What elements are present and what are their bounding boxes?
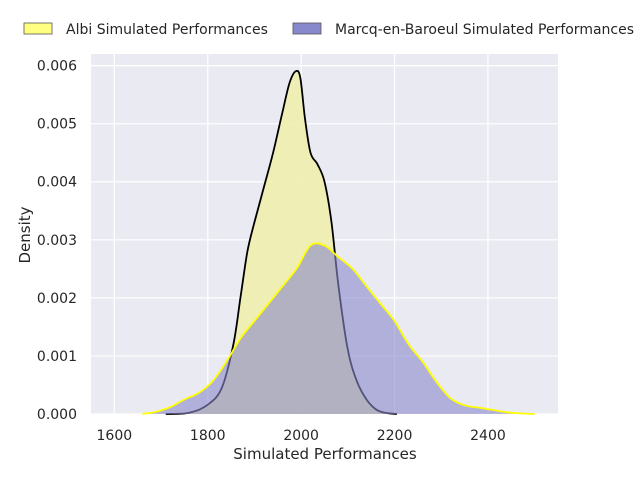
y-axis-label: Density — [16, 206, 34, 263]
legend-label-1: Marcq-en-Baroeul Simulated Performances — [335, 22, 634, 38]
x-axis-label: Simulated Performances — [233, 445, 417, 463]
density-areas — [142, 69, 535, 415]
legend: Albi Simulated Performances Marcq-en-Baro… — [23, 22, 634, 38]
y-tick-label: 0.004 — [37, 175, 77, 191]
x-tick-label: 2000 — [283, 428, 319, 444]
x-tick-label: 1800 — [190, 428, 226, 444]
legend-swatch-1 — [292, 22, 322, 35]
y-tick-label: 0.002 — [37, 291, 77, 307]
y-tick-label: 0.003 — [37, 233, 77, 249]
legend-label-0: Albi Simulated Performances — [66, 22, 268, 38]
x-tick-label: 2400 — [470, 428, 506, 444]
y-tick-label: 0.005 — [37, 117, 77, 133]
x-tick-label: 2200 — [377, 428, 413, 444]
series-1-area — [142, 243, 535, 414]
y-axis-ticks: 0.000 0.001 0.002 0.003 0.004 0.005 0.006 — [37, 59, 77, 423]
legend-swatch-0 — [23, 22, 53, 35]
series-1-line — [142, 242, 535, 415]
y-tick-label: 0.006 — [37, 59, 77, 75]
x-axis-ticks: 1600 1800 2000 2200 2400 — [97, 428, 506, 444]
y-tick-label: 0.000 — [37, 407, 77, 423]
y-tick-label: 0.001 — [37, 349, 77, 365]
x-tick-label: 1600 — [97, 428, 133, 444]
